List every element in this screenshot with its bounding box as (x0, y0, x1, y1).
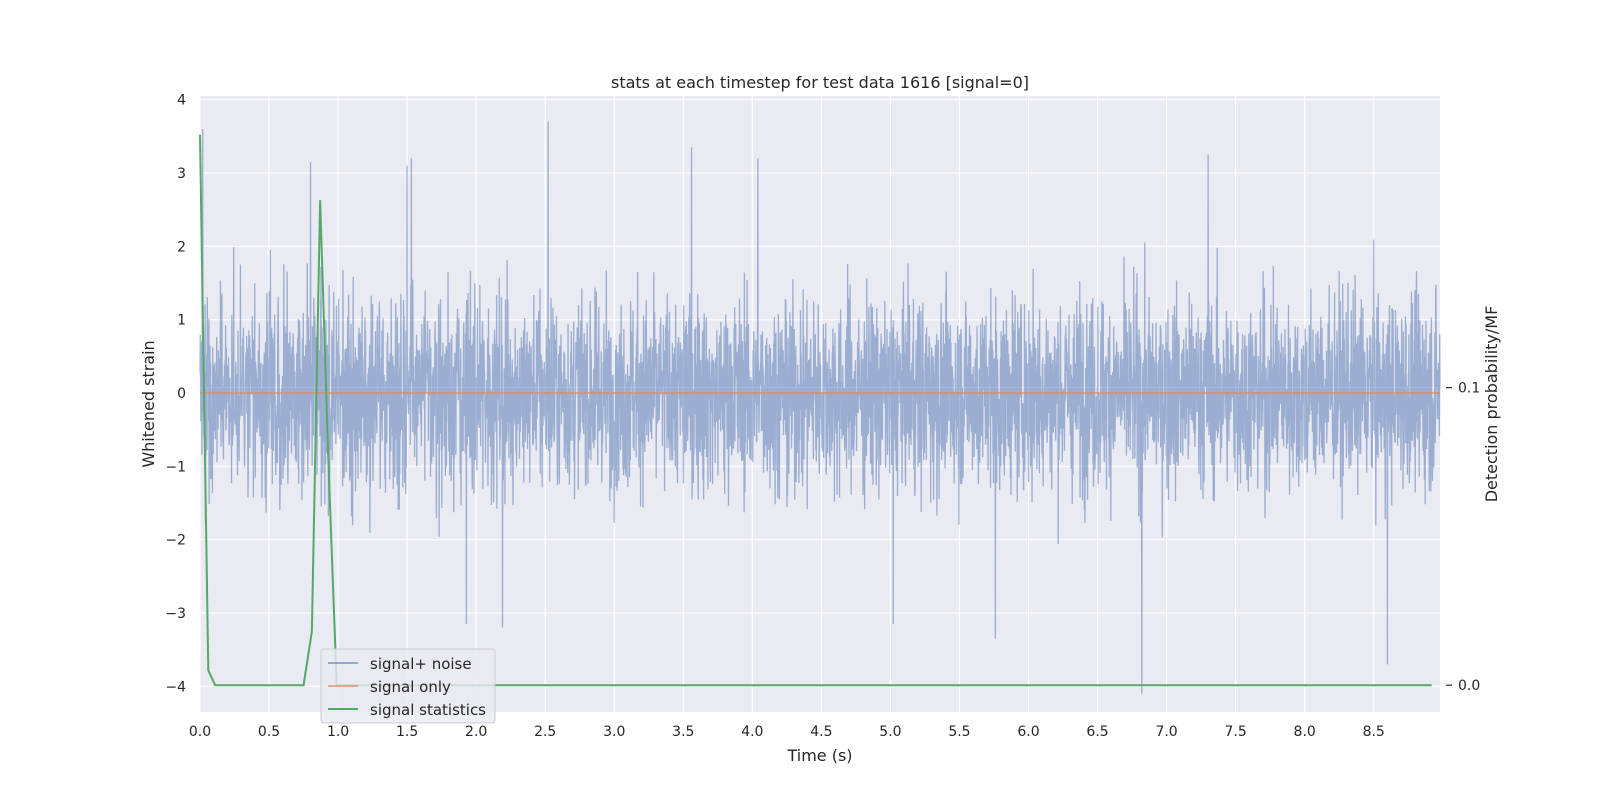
signal-noise-trace (199, 121, 1441, 694)
y-tick-label: 1 (177, 313, 186, 329)
y-axis-label: Whitened strain (139, 340, 158, 467)
x-tick-label: 5.0 (879, 724, 901, 740)
y-tick-label: 2 (177, 239, 186, 255)
y-tick-label: −3 (165, 606, 186, 622)
x-tick-label: 3.0 (603, 724, 625, 740)
legend-label-signal-noise: signal+ noise (370, 655, 472, 673)
y2-axis-ticks: 0.1 0.0 (1446, 381, 1480, 694)
x-tick-label: 0.5 (258, 724, 280, 740)
x-tick-label: 8.0 (1294, 724, 1316, 740)
legend-label-signal-only: signal only (370, 678, 451, 696)
x-tick-label: 4.0 (741, 724, 763, 740)
y-axis-ticks: 4 3 2 1 0 −1 −2 −3 −4 (165, 93, 186, 696)
x-tick-label: 2.5 (534, 724, 556, 740)
y-tick-label: −2 (165, 533, 186, 549)
x-tick-label: 1.5 (396, 724, 418, 740)
legend-label-signal-statistics: signal statistics (370, 701, 486, 719)
legend: signal+ noise signal only signal statist… (320, 648, 496, 724)
y-tick-label: 3 (177, 166, 186, 182)
x-tick-label: 0.0 (189, 724, 211, 740)
y-tick-label: −1 (165, 459, 186, 475)
x-tick-label: 7.5 (1225, 724, 1247, 740)
x-tick-label: 5.5 (948, 724, 970, 740)
y-tick-label: 0 (177, 386, 186, 402)
x-tick-label: 2.0 (465, 724, 487, 740)
x-tick-label: 3.5 (672, 724, 694, 740)
y2-tick-label: 0.1 (1458, 381, 1480, 397)
x-axis-ticks: 0.0 0.5 1.0 1.5 2.0 2.5 3.0 3.5 4.0 4.5 5.0 5.5 6.0 6… (189, 724, 1385, 740)
y-tick-label: 4 (177, 93, 186, 109)
signal-noise-line (199, 121, 1441, 694)
x-tick-label: 8.5 (1363, 724, 1385, 740)
y-tick-label: −4 (165, 679, 186, 695)
x-tick-label: 4.5 (810, 724, 832, 740)
x-tick-label: 1.0 (327, 724, 349, 740)
y2-tick-label: 0.0 (1458, 678, 1480, 694)
y2-axis-label: Detection probability/MF (1482, 306, 1501, 503)
x-tick-label: 6.0 (1017, 724, 1039, 740)
chart-title: stats at each timestep for test data 161… (611, 73, 1029, 92)
x-axis-label: Time (s) (786, 746, 852, 765)
x-tick-label: 7.0 (1155, 724, 1177, 740)
legend-box (320, 648, 496, 724)
x-tick-label: 6.5 (1086, 724, 1108, 740)
